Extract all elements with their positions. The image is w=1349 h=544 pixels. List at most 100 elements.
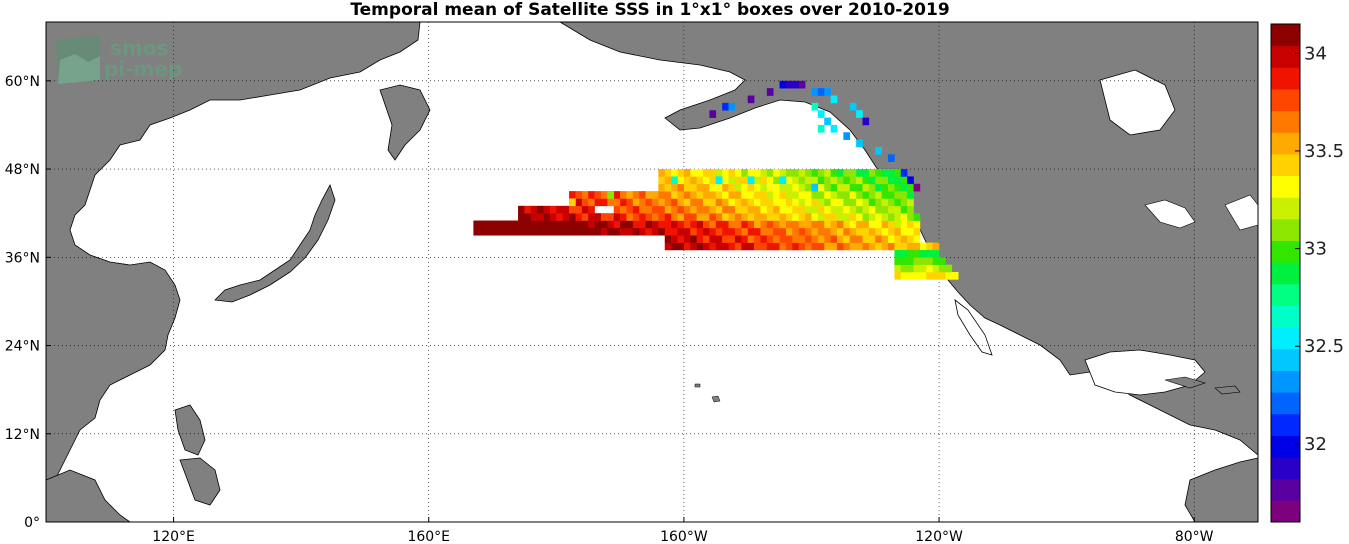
sss-cell bbox=[658, 169, 666, 177]
sss-cell bbox=[817, 88, 825, 96]
sss-cell bbox=[849, 235, 857, 243]
sss-cell bbox=[881, 176, 889, 185]
sss-cell bbox=[703, 213, 710, 221]
sss-cell bbox=[868, 205, 876, 214]
sss-cell bbox=[537, 205, 544, 214]
sss-cell bbox=[671, 205, 678, 214]
sss-cell bbox=[754, 213, 761, 221]
sss-cell bbox=[709, 220, 717, 229]
sss-cell bbox=[600, 198, 608, 207]
sss-cell bbox=[945, 272, 953, 280]
sss-cell bbox=[900, 169, 908, 177]
sss-cell bbox=[696, 183, 704, 192]
sss-cell bbox=[645, 191, 653, 199]
sss-cell bbox=[862, 176, 870, 185]
sss-cell bbox=[747, 183, 755, 192]
sss-cell bbox=[894, 169, 902, 177]
sss-cell bbox=[677, 235, 685, 243]
sss-cell bbox=[664, 213, 672, 221]
sss-cell bbox=[703, 235, 710, 243]
sss-cell bbox=[836, 235, 844, 243]
sss-cell bbox=[652, 205, 659, 214]
sss-cell bbox=[696, 242, 704, 251]
sss-cell bbox=[473, 227, 481, 236]
sss-cell bbox=[811, 213, 819, 221]
sss-cell bbox=[766, 198, 774, 207]
sss-cell bbox=[894, 191, 902, 199]
sss-cell bbox=[760, 176, 768, 185]
colorbar-segment bbox=[1271, 348, 1300, 371]
sss-cell bbox=[734, 198, 742, 207]
sss-cell bbox=[530, 227, 538, 236]
sss-cell bbox=[677, 220, 685, 229]
sss-cell bbox=[926, 257, 933, 265]
sss-cell bbox=[862, 235, 870, 243]
sss-cell bbox=[907, 220, 914, 229]
sss-cell bbox=[760, 220, 768, 229]
sss-cell bbox=[798, 227, 806, 236]
sss-cell bbox=[658, 227, 666, 236]
sss-cell bbox=[658, 205, 666, 214]
sss-cell bbox=[843, 132, 851, 140]
sss-cell bbox=[779, 169, 787, 177]
sss-cell bbox=[556, 205, 563, 214]
sss-cell bbox=[798, 191, 806, 199]
sss-cell bbox=[785, 220, 793, 229]
sss-cell bbox=[939, 272, 946, 280]
sss-cell bbox=[658, 198, 666, 207]
sss-cell bbox=[836, 198, 844, 207]
colorbar-segment bbox=[1271, 262, 1300, 285]
sss-cell bbox=[894, 183, 902, 192]
colorbar-segment bbox=[1271, 88, 1300, 112]
sss-cell bbox=[888, 213, 895, 221]
sss-cell bbox=[875, 213, 882, 221]
sss-cell bbox=[575, 220, 583, 229]
lat-tick-label: 24°N bbox=[5, 339, 40, 355]
sss-cell bbox=[639, 227, 646, 236]
sss-cell bbox=[747, 191, 755, 199]
sss-cell bbox=[894, 272, 902, 280]
sss-cell bbox=[607, 213, 615, 221]
sss-cell bbox=[900, 176, 908, 185]
sss-cell bbox=[932, 264, 940, 273]
sss-cell bbox=[798, 220, 806, 229]
sss-cell bbox=[575, 198, 583, 207]
sss-cell bbox=[824, 242, 831, 251]
sss-cell bbox=[543, 213, 551, 221]
sss-cell bbox=[626, 191, 634, 199]
sss-cell bbox=[792, 235, 800, 243]
sss-cell bbox=[728, 213, 736, 221]
sss-cell bbox=[926, 249, 933, 258]
sss-cell bbox=[543, 220, 551, 229]
lat-tick-label: 12°N bbox=[5, 427, 40, 443]
sss-cell bbox=[588, 227, 595, 236]
sss-cell bbox=[703, 205, 710, 214]
sss-cell bbox=[881, 220, 889, 229]
sss-cell bbox=[824, 227, 831, 236]
sss-cell bbox=[836, 227, 844, 236]
sss-cell bbox=[728, 220, 736, 229]
sss-cell bbox=[677, 205, 685, 214]
sss-cell bbox=[862, 242, 870, 251]
sss-cell bbox=[677, 227, 685, 236]
sss-cell bbox=[722, 242, 729, 251]
sss-cell bbox=[785, 176, 793, 185]
sss-cell bbox=[836, 205, 844, 214]
sss-cell bbox=[868, 220, 876, 229]
sss-cell bbox=[919, 257, 927, 265]
colorbar-frame bbox=[1270, 23, 1301, 523]
sss-cell bbox=[830, 183, 838, 192]
sss-cell bbox=[498, 227, 506, 236]
sss-cell bbox=[785, 213, 793, 221]
sss-cell bbox=[569, 213, 576, 221]
sss-cell bbox=[747, 227, 755, 236]
sss-cell bbox=[709, 198, 717, 207]
sss-cell bbox=[830, 235, 838, 243]
sss-cell bbox=[785, 227, 793, 236]
sss-cell bbox=[792, 242, 800, 251]
sss-cell bbox=[779, 205, 787, 214]
sss-cell bbox=[511, 227, 519, 236]
sss-cell bbox=[715, 235, 723, 243]
sss-cell bbox=[575, 213, 583, 221]
sss-cell bbox=[900, 220, 908, 229]
